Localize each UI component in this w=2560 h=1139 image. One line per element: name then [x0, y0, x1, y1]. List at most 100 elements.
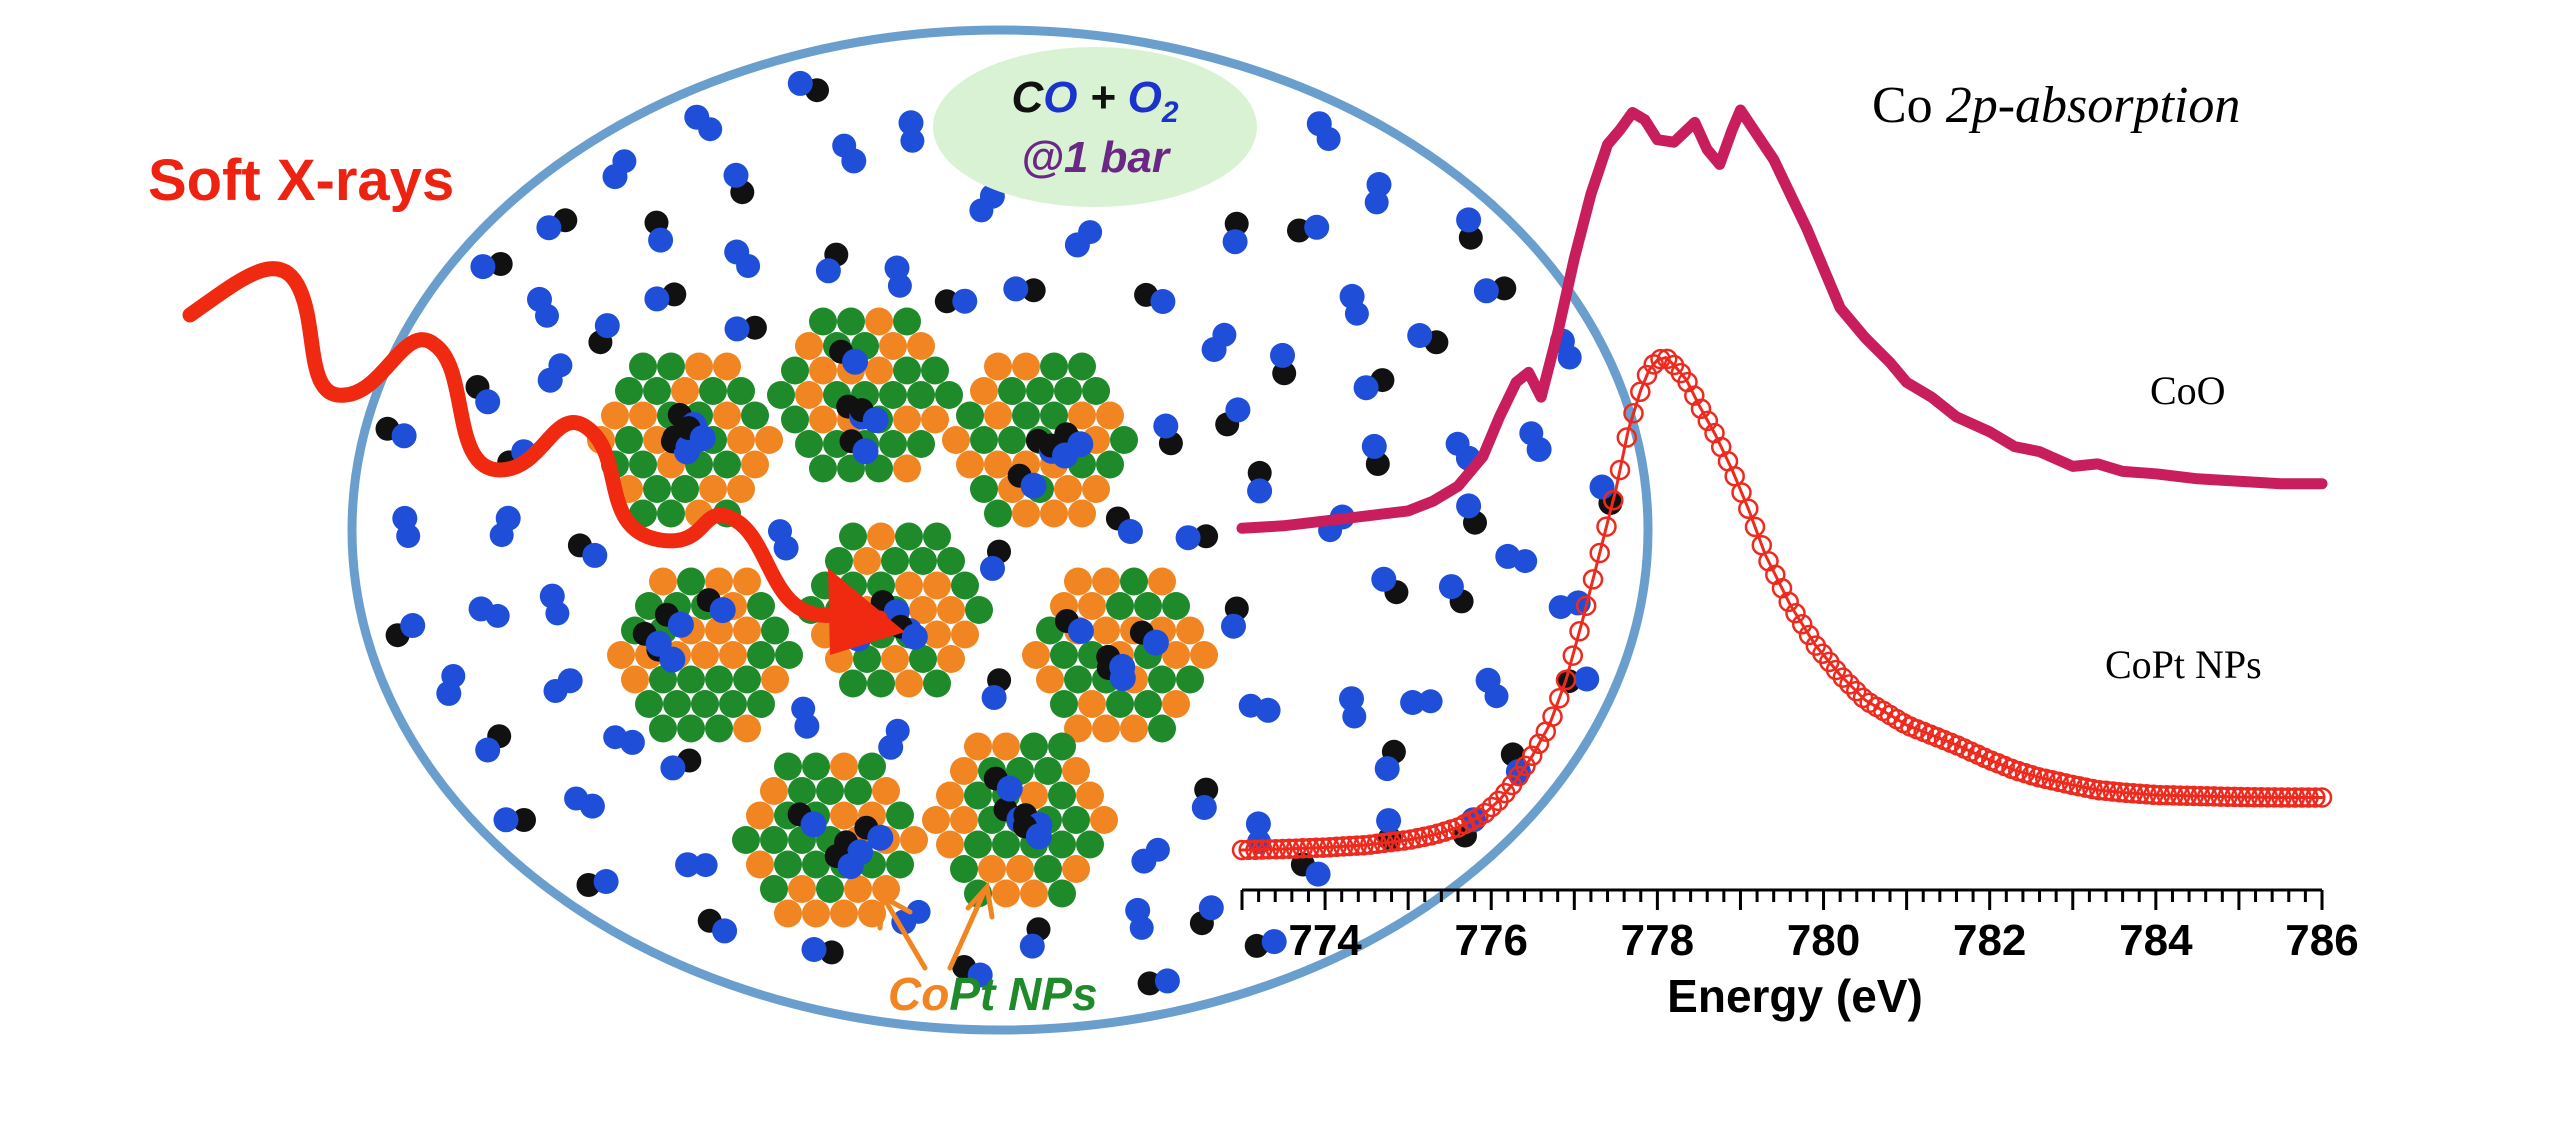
gas-molecule	[539, 583, 570, 626]
copt-data-point	[2122, 783, 2144, 804]
gas-molecule	[1473, 276, 1517, 304]
np-atom	[746, 801, 774, 830]
np-atom	[837, 307, 865, 336]
np-atom	[921, 405, 949, 434]
gas-molecule	[465, 375, 501, 415]
oxygen-atom	[1150, 289, 1176, 314]
gas-molecule	[1407, 323, 1449, 355]
gas-molecule	[603, 725, 645, 755]
np-atom	[956, 450, 984, 479]
np-atom	[879, 381, 907, 409]
np-atom	[1110, 426, 1138, 454]
np-atom	[1162, 592, 1190, 620]
copt-data-point	[1353, 834, 1374, 856]
reaction-cell-ellipse	[347, 25, 1653, 1035]
np-atom	[844, 777, 872, 805]
np-atom	[649, 665, 677, 694]
np-atom	[733, 616, 761, 645]
np-atom	[1050, 641, 1078, 669]
np-atom	[867, 522, 895, 551]
gas-c-letter: C	[1011, 73, 1044, 122]
np-atom	[1064, 714, 1092, 743]
copt-data-point	[1778, 591, 1799, 613]
adsorbed-co-molecule	[787, 802, 827, 838]
gas-molecule	[1353, 368, 1395, 401]
np-atom	[893, 356, 921, 385]
copt-data-point	[1326, 836, 1347, 858]
carbon-atom	[1272, 361, 1297, 386]
copt-data-point	[1575, 595, 1597, 617]
np-atom	[1068, 401, 1096, 430]
copt-data-point	[1643, 354, 1664, 375]
oxygen-atom	[436, 680, 462, 706]
gas-molecule	[644, 282, 687, 312]
oxygen-atom	[1003, 276, 1029, 302]
copt-data-point	[2156, 785, 2178, 806]
oxygen-atom	[800, 811, 827, 838]
x-axis-ticks: 774 776 778 780 782 784 786	[1240, 890, 2359, 965]
adsorbed-co-molecule	[696, 588, 736, 624]
np-atom	[1106, 592, 1134, 620]
np-atom	[1062, 757, 1090, 785]
np-atom	[727, 475, 755, 503]
gas-molecule	[1189, 895, 1224, 936]
np-atom	[788, 777, 816, 805]
np-atom	[923, 571, 951, 600]
np-atom	[733, 567, 761, 596]
gas-o-letter: O	[1043, 73, 1077, 122]
gas-molecule	[1495, 543, 1538, 574]
gas-molecule	[588, 313, 620, 355]
np-atom	[978, 855, 1006, 883]
np-atom	[900, 826, 928, 854]
oxygen-atom	[1574, 666, 1600, 692]
gas-molecule	[564, 786, 605, 819]
oxygen-atom	[470, 254, 496, 280]
gas-molecule	[1247, 460, 1273, 504]
oxygen-atom	[709, 597, 736, 624]
oxygen-atom	[981, 685, 1007, 710]
copt-data-point	[1366, 833, 1388, 855]
oxygen-atom	[794, 713, 820, 739]
np-atom	[761, 616, 789, 645]
carbon-atom	[1194, 777, 1219, 802]
gas-molecule	[1221, 596, 1249, 639]
np-atom	[705, 665, 733, 694]
copt-data-point	[1785, 603, 1806, 624]
np-atom	[1040, 352, 1068, 381]
gas-molecule	[1371, 566, 1409, 605]
gas-molecule	[697, 908, 738, 944]
series-line-coo	[1236, 104, 2328, 534]
oxygen-atom	[667, 611, 694, 638]
carbon-atom	[1247, 460, 1272, 485]
np-atom	[760, 777, 788, 805]
oxygen-atom	[837, 853, 864, 880]
x-tick-label: 782	[1953, 916, 2026, 965]
oxygen-atom	[644, 286, 670, 312]
np-atom	[853, 547, 881, 575]
gas-molecule	[602, 149, 637, 190]
np-atom	[1006, 855, 1034, 883]
oxygen-atom	[1175, 525, 1201, 551]
np-atom	[1092, 714, 1120, 743]
np-atom	[1134, 592, 1162, 620]
copt-arrow-left-head	[877, 892, 913, 931]
oxygen-atom	[1270, 342, 1295, 368]
reaction-cell-illustration: CO + O2 @1 bar CoPt NPs Soft X-rays	[148, 25, 1653, 1035]
gas-molecule	[644, 210, 674, 253]
oxygen-atom	[1400, 690, 1426, 715]
np-atom	[1026, 377, 1054, 405]
np-atom	[1020, 781, 1048, 810]
np-atom	[830, 752, 858, 781]
gas-molecule	[576, 869, 619, 897]
np-atom	[760, 826, 788, 854]
np-atom	[1120, 714, 1148, 743]
gas-molecule	[724, 315, 767, 342]
gas-molecule	[527, 286, 559, 328]
np-atom	[705, 616, 733, 645]
adsorbed-co-molecule	[839, 429, 879, 465]
np-atom	[1012, 401, 1040, 430]
oxygen-atom	[1201, 337, 1227, 362]
copt-data-point	[1279, 838, 1300, 860]
adsorbed-co-molecule	[1129, 620, 1169, 656]
oxygen-atom	[815, 258, 841, 284]
